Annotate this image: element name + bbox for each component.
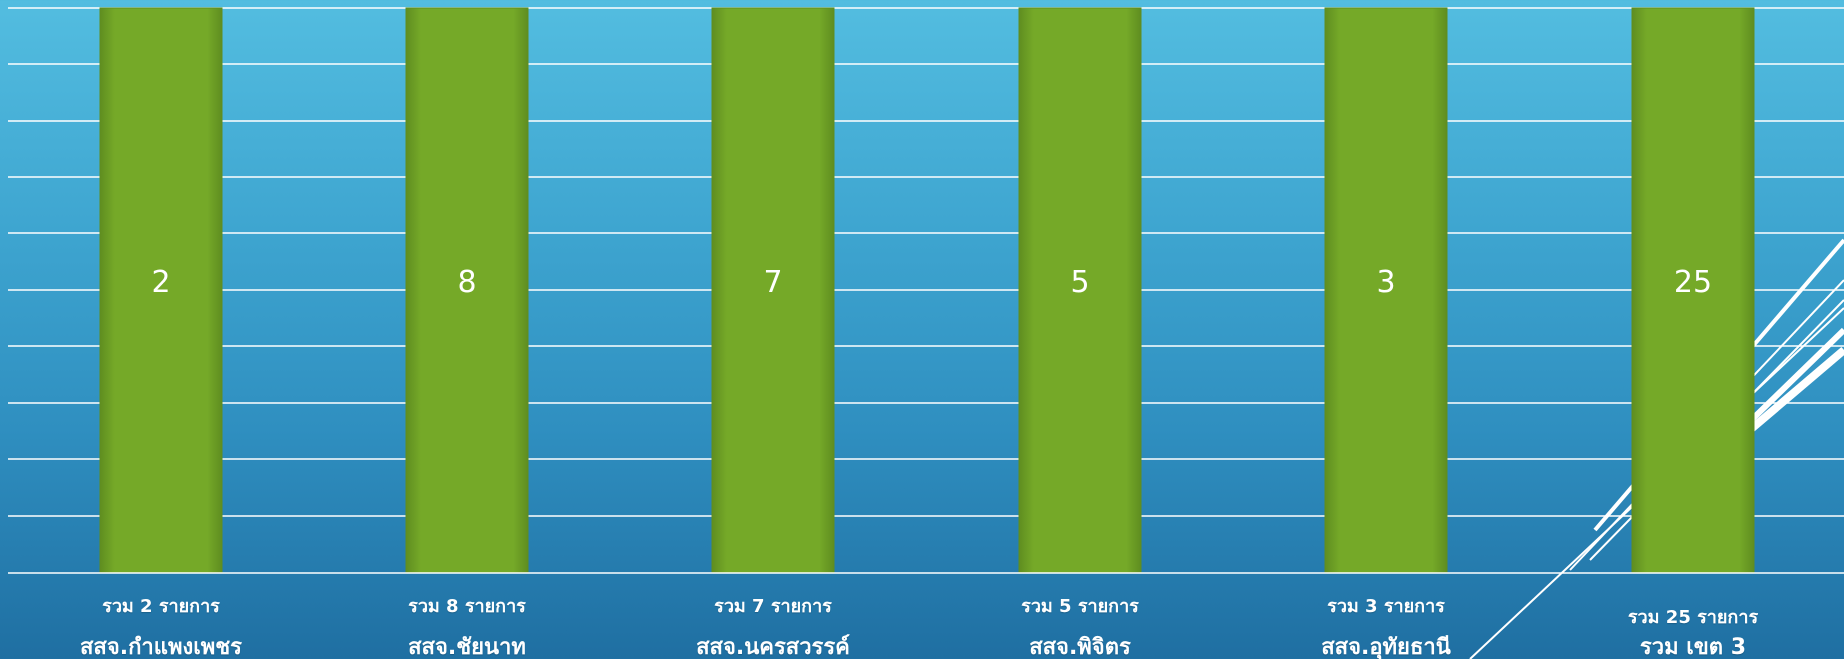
bar-value-label-1: 2 (151, 265, 170, 300)
category-label-6: รวม เขต 3 (1639, 635, 1747, 659)
bar-5 (1324, 7, 1448, 574)
category-label-4: สสจ.พิจิตร (1029, 635, 1131, 659)
bar-value-label-4: 5 (1070, 265, 1089, 300)
count-label-1: รวม 2 รายการ (102, 596, 220, 617)
count-label-6: รวม 25 รายการ (1627, 607, 1759, 628)
count-label-5: รวม 3 รายการ (1327, 596, 1445, 617)
category-label-2: สสจ.ชัยนาท (408, 635, 526, 659)
count-label-3: รวม 7 รายการ (714, 596, 832, 617)
grid-lines (8, 7, 1844, 517)
bar-3 (711, 7, 835, 574)
diagonal-line-6 (1747, 346, 1844, 434)
bar-1 (99, 7, 223, 574)
bar-value-label-3: 7 (763, 265, 782, 300)
category-label-5: สสจ.อุทัยธานี (1321, 635, 1451, 659)
category-label-1: สสจ.กำแพงเพชร (80, 635, 242, 659)
count-label-4: รวม 5 รายการ (1021, 596, 1139, 617)
bar-6 (1631, 7, 1755, 574)
bar-4 (1018, 7, 1142, 574)
bar-value-label-6: 25 (1674, 265, 1712, 300)
bar-value-label-2: 8 (457, 265, 476, 300)
category-label-3: สสจ.นครสวรรค์ (696, 635, 850, 659)
count-label-2: รวม 8 รายการ (408, 596, 526, 617)
value-labels-layer: 2 8 7 5 3 25 (151, 265, 1712, 300)
bar-value-label-5: 3 (1376, 265, 1395, 300)
bars-layer (99, 7, 1755, 574)
